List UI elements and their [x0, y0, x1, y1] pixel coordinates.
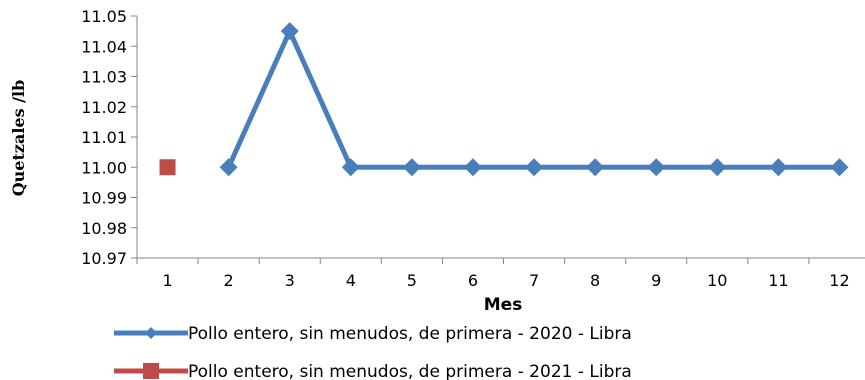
x-tick-label: 9	[651, 271, 661, 290]
legend-series-2-marker	[143, 363, 159, 379]
x-tick-label: 4	[346, 271, 356, 290]
axes	[131, 15, 865, 264]
y-axis-label: Quetzales /lb	[9, 80, 28, 197]
series-1-point	[525, 158, 544, 177]
series-1-point	[708, 158, 727, 177]
legend-series-1-label: Pollo entero, sin menudos, de primera - …	[188, 324, 632, 344]
legend-series-2-label: Pollo entero, sin menudos, de primera - …	[188, 362, 632, 380]
series-1-line	[226, 28, 840, 170]
series-1-point	[586, 158, 605, 177]
x-tick-label: 10	[707, 271, 727, 290]
y-tick-label: 10.97	[81, 249, 127, 268]
series-lines	[159, 22, 849, 177]
series-1-point	[341, 158, 360, 177]
series-1-point	[280, 22, 299, 41]
x-tick-label: 7	[529, 271, 539, 290]
series-1-point	[463, 158, 482, 177]
series-1-point	[219, 158, 238, 177]
x-tick-label: 11	[768, 271, 788, 290]
x-tick-label: 2	[224, 271, 234, 290]
legend: Pollo entero, sin menudos, de primera - …	[114, 324, 632, 380]
y-tick-label: 11.02	[81, 98, 127, 117]
series-2-point	[159, 159, 176, 176]
x-tick-label: 6	[468, 271, 478, 290]
x-tick-labels: 1 2 3 4 5 6 7 8 9 10 11 12	[162, 271, 849, 290]
y-tick-label: 10.98	[81, 219, 127, 238]
y-tick-label: 11.04	[81, 37, 127, 56]
y-tick-label: 11.00	[81, 158, 127, 177]
series-1-point	[402, 158, 421, 177]
x-tick-label: 8	[590, 271, 600, 290]
x-tick-label: 5	[407, 271, 417, 290]
x-tick-label: 1	[162, 271, 172, 290]
x-tick-label: 12	[829, 271, 849, 290]
y-tick-label: 11.01	[81, 128, 127, 147]
series-1-point	[830, 158, 849, 177]
legend-series-1-marker	[145, 327, 157, 339]
y-tick-label: 10.99	[81, 189, 127, 208]
y-tick-labels: 10.97 10.98 10.99 11.00 11.01 11.02 11.03 11.04…	[81, 7, 127, 268]
y-tick-label: 11.03	[81, 68, 127, 87]
x-tick-label: 3	[285, 271, 295, 290]
series-1-point	[647, 158, 666, 177]
series-1-point	[769, 158, 788, 177]
x-axis-label: Mes	[484, 295, 523, 315]
y-tick-label: 11.05	[81, 7, 127, 26]
